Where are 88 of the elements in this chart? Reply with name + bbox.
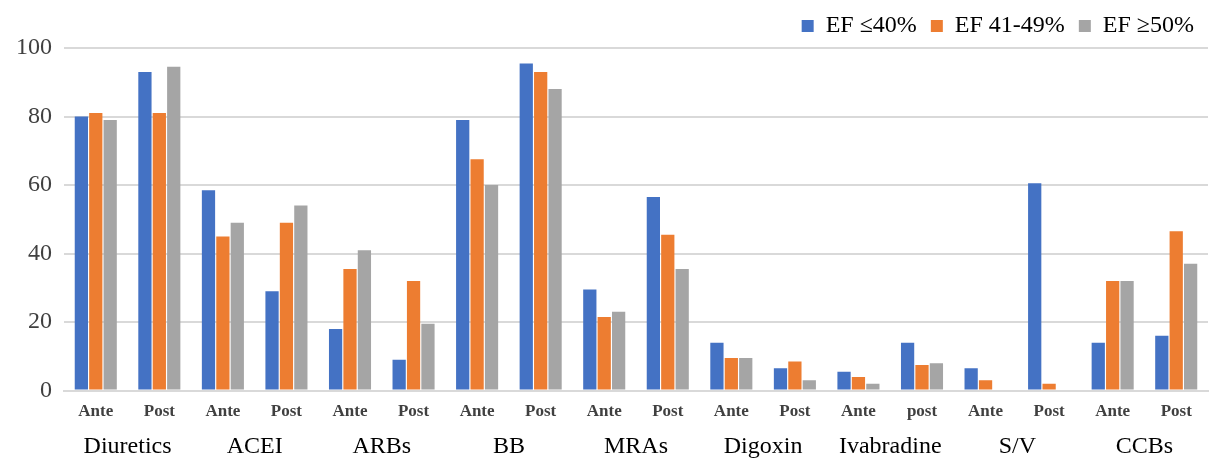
bar: [866, 383, 880, 390]
bar: [900, 342, 915, 390]
bar: [406, 280, 421, 390]
x-tick-label: Ante: [586, 401, 623, 421]
bar: [1042, 383, 1056, 390]
bar: [964, 368, 978, 390]
bar: [103, 119, 117, 390]
bar: [661, 234, 675, 390]
x-tick-label: Post: [1033, 401, 1066, 421]
x-tick-label: Ante: [840, 401, 877, 421]
bar: [265, 291, 279, 390]
x-tick-label: Post: [143, 401, 176, 421]
bar: [484, 185, 499, 390]
bar: [216, 236, 230, 390]
bar: [548, 89, 562, 390]
bar: [392, 359, 406, 390]
x-tick-label: Ante: [459, 401, 496, 421]
bar: [201, 190, 216, 390]
bar: [74, 116, 88, 390]
bar: [597, 316, 611, 390]
x-tick-label: Ante: [205, 401, 241, 421]
bar: [89, 113, 103, 390]
bar: [1184, 263, 1198, 390]
x-tick-label: Post: [1160, 401, 1193, 421]
text: CCBs: [1115, 431, 1174, 458]
bar: [739, 358, 753, 390]
bar: [1120, 280, 1134, 390]
x-tick-label: Ante: [968, 401, 1004, 421]
legend-label: EF ≤40%: [825, 11, 917, 38]
bar: [519, 63, 533, 390]
x-tick-label: Ante: [1095, 401, 1131, 421]
bar: [1091, 342, 1105, 390]
bar: [583, 289, 597, 390]
y-tick-label: 0: [40, 375, 52, 402]
bar: [1169, 231, 1183, 390]
text: ACEI: [226, 431, 283, 458]
text: S/V: [998, 431, 1037, 458]
x-tick-label: Post: [270, 401, 303, 421]
y-tick-label: 100: [16, 33, 52, 60]
bar: [675, 268, 689, 390]
x-tick-label: Post: [779, 401, 811, 421]
bar: [837, 371, 851, 390]
x-tick-label: Ante: [713, 401, 750, 421]
bar: [1106, 280, 1120, 390]
bar: [1155, 335, 1169, 390]
x-tick-label: Post: [652, 401, 684, 421]
bar: [357, 250, 372, 390]
bar: [773, 368, 788, 390]
x-tick-label: Post: [397, 401, 430, 421]
bar: [456, 119, 470, 390]
x-tick-label: Ante: [332, 401, 368, 421]
bar: [534, 71, 548, 390]
bar: [328, 328, 343, 390]
bar: [138, 71, 152, 390]
bar: [294, 205, 308, 390]
text: Ivabradine: [838, 431, 942, 458]
y-tick-label: 40: [28, 238, 52, 265]
y-tick-label: 60: [28, 170, 52, 197]
bar: [724, 358, 738, 390]
bar: [230, 222, 244, 390]
text: Diuretics: [83, 431, 172, 458]
bar: [152, 113, 166, 390]
text: Digoxin: [723, 431, 803, 458]
x-tick-label: Ante: [78, 401, 114, 421]
text: BB: [492, 431, 525, 458]
bar: [167, 66, 181, 390]
text: MRAs: [603, 431, 669, 458]
bar: [1028, 183, 1042, 390]
bar: [343, 268, 357, 390]
bar: [915, 364, 929, 390]
bar: [851, 376, 866, 390]
bar: [612, 311, 626, 390]
bar: [421, 323, 435, 390]
x-tick-label: Post: [525, 401, 557, 421]
bar: [788, 361, 802, 390]
bar: [929, 363, 944, 390]
text: ARBs: [352, 431, 412, 458]
bar: [279, 222, 294, 390]
bar: [978, 380, 993, 390]
legend-label: EF ≥50%: [1102, 11, 1195, 38]
legend-label: EF 41-49%: [954, 11, 1065, 38]
bar: [646, 197, 660, 390]
bar: [470, 159, 484, 390]
bar: [710, 342, 724, 390]
x-tick-label: post: [906, 401, 938, 421]
y-tick-label: 80: [28, 101, 52, 128]
y-tick-label: 20: [28, 307, 52, 334]
bar: [802, 380, 816, 390]
